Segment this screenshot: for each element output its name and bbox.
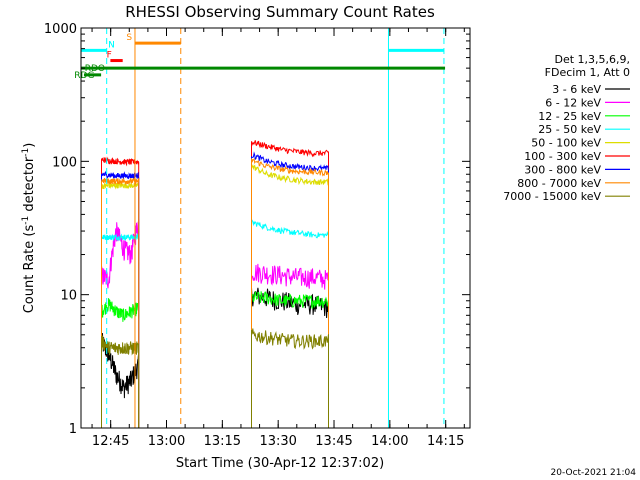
series-800-7000-kev [101,157,329,428]
series-3-6-kev-segment-2 [251,287,329,428]
footer-date: 20-Oct-2021 21:04 [551,468,637,478]
x-tick-label: 13:45 [315,434,352,449]
legend-label-100-300-kev: 100 - 300 keV [524,150,601,163]
legend-label-6-12-kev: 6 - 12 keV [545,96,601,109]
series-25-50-kev-segment-2 [251,217,329,428]
x-axis-label: Start Time (30-Apr-12 12:37:02) [176,456,384,471]
flag-label-rdo-1: RDO [85,64,105,74]
series-12-25-kev-segment-2 [251,291,329,428]
flag-label-f-5: F [107,51,112,61]
x-tick-label: 14:00 [371,434,408,449]
series-50-100-kev [101,164,329,428]
legend: Det 1,3,5,6,9,FDecim 1, Att 0 3 - 6 keV6 … [503,53,630,203]
x-tick-label: 13:15 [204,434,241,449]
y-axis-label: Count Rate (s-1 detector-1) [21,143,37,314]
legend-label-12-25-kev: 12 - 25 keV [538,110,601,123]
series-800-7000-kev-segment-1 [101,177,140,428]
series-12-25-kev-segment-1 [101,298,140,428]
series-100-300-kev [101,140,329,428]
x-tick-label: 13:30 [259,434,296,449]
chart-title: RHESSI Observing Summary Count Rates [125,3,435,21]
flag-label-n-3: N [108,40,115,50]
legend-label-3-6-kev: 3 - 6 keV [552,83,601,96]
series-25-50-kev [101,217,329,428]
series-6-12-kev [101,218,329,428]
legend-label-300-800-kev: 300 - 800 keV [524,163,601,176]
series-6-12-kev-segment-2 [251,263,329,428]
series-800-7000-kev-segment-2 [251,157,329,428]
legend-label-50-100-kev: 50 - 100 keV [531,137,601,150]
x-tick-label: 13:00 [148,434,185,449]
x-tick-label: 12:45 [92,434,129,449]
series-100-300-kev-segment-1 [101,156,140,428]
y-tick-label: 1000 [44,22,77,37]
legend-header-line-2: FDecim 1, Att 0 [545,66,630,79]
series-50-100-kev-segment-2 [251,164,329,428]
plot-frame [80,27,471,429]
y-tick-label: 1 [69,422,77,437]
flag-label-n-4: N [108,40,115,50]
y-tick-label: 100 [52,155,77,170]
series-50-100-kev-segment-1 [101,181,140,428]
flag-label-rdg-2: RDG [74,71,94,81]
axis-ticks: 12:45 13:00 13:15 13:30 13:45 14:00 14:15 1 10 10… [44,22,470,449]
legend-label-7000-15000-kev: 7000 - 15000 keV [503,190,601,203]
y-tick-label: 10 [60,289,77,304]
series-300-800-kev-segment-1 [101,170,140,428]
series-7000-15000-kev [101,328,329,428]
flag-label-s-6: S [126,33,132,43]
series-7000-15000-kev-segment-1 [101,335,140,428]
x-tick-label: 14:15 [427,434,464,449]
legend-label-25-50-kev: 25 - 50 keV [538,123,601,136]
series-25-50-kev-segment-1 [101,233,140,428]
series-3-6-kev-segment-1 [101,332,140,428]
legend-label-800-7000-kev: 800 - 7000 keV [517,177,601,190]
series-300-800-kev [101,151,329,428]
series-300-800-kev-segment-2 [251,151,329,428]
legend-header-line-1: Det 1,3,5,6,9, [554,53,630,66]
series-7000-15000-kev-segment-2 [251,328,329,428]
series-lines [101,140,329,428]
series-12-25-kev [101,291,329,428]
series-100-300-kev-segment-2 [251,140,329,428]
